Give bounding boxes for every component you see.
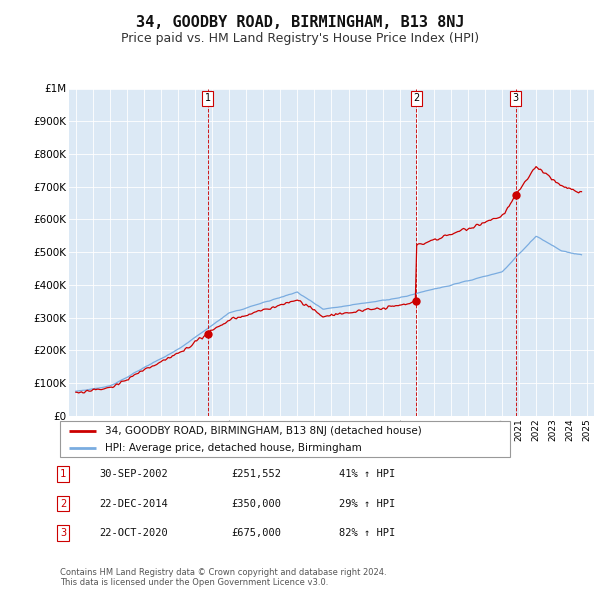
Text: HPI: Average price, detached house, Birmingham: HPI: Average price, detached house, Birm… — [105, 443, 362, 453]
Text: 82% ↑ HPI: 82% ↑ HPI — [339, 528, 395, 538]
Text: 2: 2 — [60, 499, 66, 509]
Text: 2: 2 — [413, 93, 419, 103]
Text: 29% ↑ HPI: 29% ↑ HPI — [339, 499, 395, 509]
Text: 30-SEP-2002: 30-SEP-2002 — [99, 469, 168, 479]
Text: 22-OCT-2020: 22-OCT-2020 — [99, 528, 168, 538]
Text: 22-DEC-2014: 22-DEC-2014 — [99, 499, 168, 509]
Text: 41% ↑ HPI: 41% ↑ HPI — [339, 469, 395, 479]
Text: £675,000: £675,000 — [231, 528, 281, 538]
Text: £251,552: £251,552 — [231, 469, 281, 479]
Text: 3: 3 — [512, 93, 519, 103]
Text: Price paid vs. HM Land Registry's House Price Index (HPI): Price paid vs. HM Land Registry's House … — [121, 32, 479, 45]
Text: 34, GOODBY ROAD, BIRMINGHAM, B13 8NJ: 34, GOODBY ROAD, BIRMINGHAM, B13 8NJ — [136, 15, 464, 30]
FancyBboxPatch shape — [60, 421, 510, 457]
Text: 1: 1 — [60, 469, 66, 479]
Text: 1: 1 — [205, 93, 211, 103]
Text: 3: 3 — [60, 528, 66, 538]
Text: £350,000: £350,000 — [231, 499, 281, 509]
Text: 34, GOODBY ROAD, BIRMINGHAM, B13 8NJ (detached house): 34, GOODBY ROAD, BIRMINGHAM, B13 8NJ (de… — [105, 426, 422, 436]
Text: Contains HM Land Registry data © Crown copyright and database right 2024.
This d: Contains HM Land Registry data © Crown c… — [60, 568, 386, 587]
